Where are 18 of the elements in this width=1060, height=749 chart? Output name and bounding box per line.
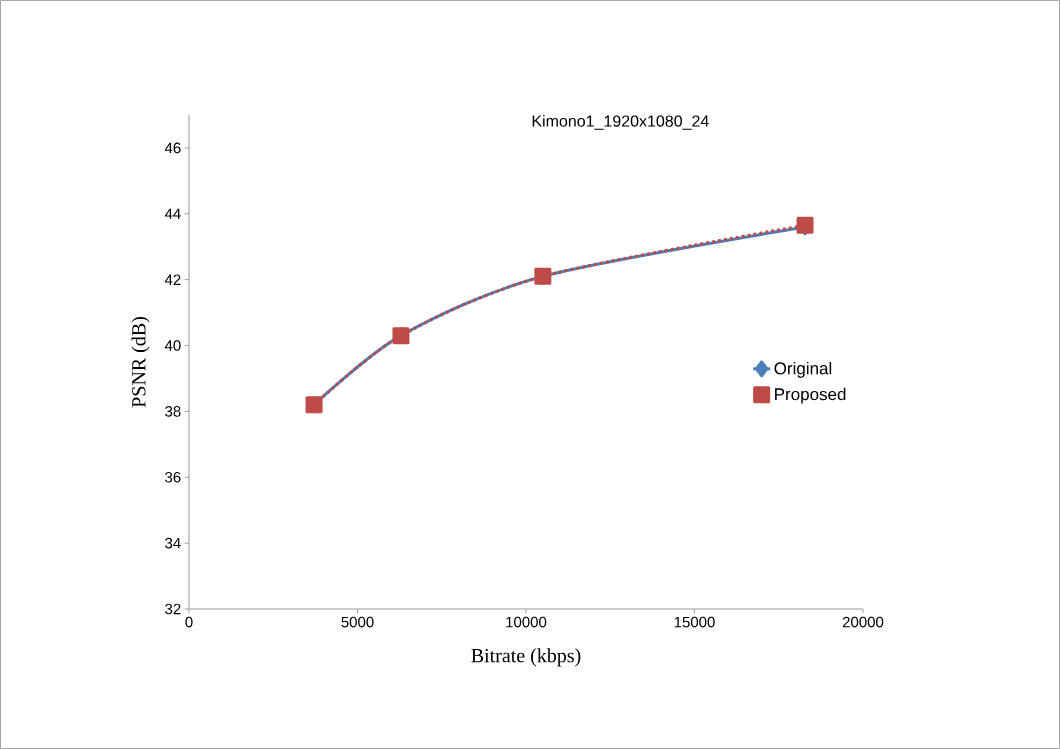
y-tick-label: 46: [164, 142, 181, 154]
y-tick-label: 34: [165, 537, 181, 549]
y-tick-label: 38: [165, 406, 181, 417]
x-tick-label: 15000: [674, 616, 715, 628]
x-axis-title: Bitrate (kbps): [471, 648, 581, 667]
x-tick-label: 10000: [506, 616, 547, 628]
y-tick-label: 42: [164, 274, 181, 285]
x-tick-label: 20000: [842, 616, 884, 628]
x-tick-label: 0: [185, 616, 193, 628]
y-tick-label: 40: [164, 340, 181, 351]
legend-label: Original: [774, 361, 832, 378]
y-tick-label: 36: [165, 471, 181, 483]
legend-label: Proposed: [775, 387, 846, 404]
y-tick-label: 44: [164, 208, 181, 219]
chart-title: Kimono1_1920x1080_24: [532, 115, 709, 130]
x-tick-label: 5000: [341, 616, 374, 628]
y-tick-label: 32: [165, 603, 181, 615]
y-axis-title: PSNR (dB): [131, 317, 150, 408]
